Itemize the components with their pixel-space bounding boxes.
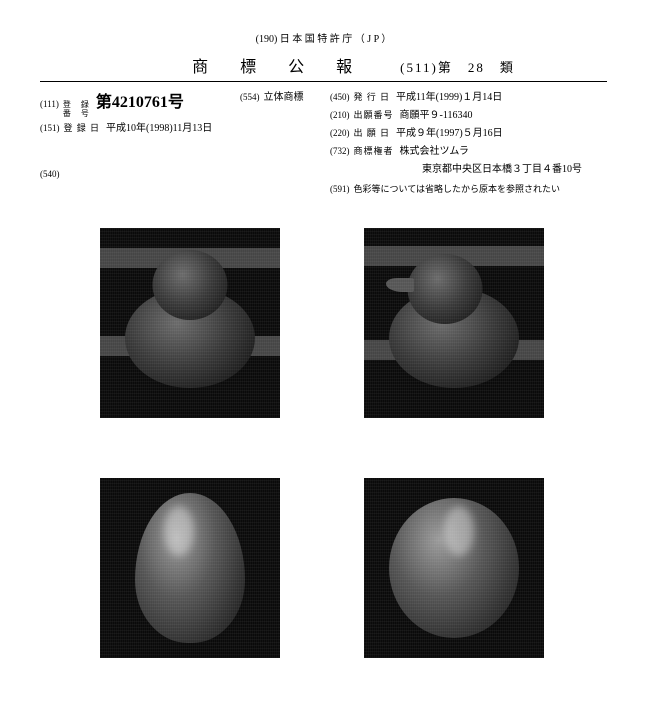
- regdate-label: 登 録 日: [64, 121, 101, 135]
- color-note-text: 色彩等については省略したから原本を参照されたい: [354, 182, 561, 196]
- appdate-label: 出 願 日: [354, 126, 391, 140]
- app-label: 出願番号: [354, 108, 394, 122]
- pub-code: (450): [330, 90, 350, 104]
- publication-date-row: (450) 発 行 日 平成11年(1999)１月14日: [330, 90, 607, 106]
- mark-view-egg-side: [364, 478, 544, 658]
- authority-name: 日 本 国 特 許 庁 （ J P ）: [280, 34, 392, 45]
- scan-noise: [364, 478, 544, 658]
- app-code: (210): [330, 108, 350, 122]
- classification: (511)第 28 類: [400, 57, 515, 76]
- mark-view-egg-front: [100, 478, 280, 658]
- owner-address-row: 東京都中央区日本橋３丁目４番10号: [330, 162, 607, 178]
- owner-label: 商標権者: [354, 144, 394, 158]
- color-note-row: (591) 色彩等については省略したから原本を参照されたい: [330, 182, 607, 196]
- scan-noise: [364, 228, 544, 418]
- authority-line: (190) 日 本 国 特 許 庁 （ J P ）: [40, 30, 607, 45]
- scan-noise: [100, 478, 280, 658]
- appdate-code: (220): [330, 126, 350, 140]
- mark-view-duck-front: [100, 228, 280, 418]
- pub-label: 発 行 日: [354, 90, 391, 104]
- owner-row: (732) 商標権者 株式会社ツムラ: [330, 144, 607, 160]
- class-code: (511): [400, 60, 438, 75]
- meta-middle-column: (554) 立体商標: [240, 90, 330, 198]
- application-number-row: (210) 出願番号 商願平９-116340: [330, 108, 607, 124]
- bulletin-header: 商 標 公 報 (511)第 28 類: [40, 53, 607, 77]
- metadata-section: (111) 登 録 番 号 第4210761号 (151) 登 録 日 平成10…: [40, 90, 607, 198]
- threed-code: (554): [240, 90, 260, 104]
- reg-label: 登 録 番 号: [63, 101, 90, 119]
- three-d-mark-row: (554) 立体商標: [240, 90, 330, 106]
- registration-date-row: (151) 登 録 日 平成10年(1998)11月13日: [40, 121, 240, 137]
- application-number: 商願平９-116340: [400, 108, 473, 124]
- registration-number: 第4210761号: [96, 90, 184, 116]
- application-date-row: (220) 出 願 日 平成９年(1997)５月16日: [330, 126, 607, 142]
- owner-name: 株式会社ツムラ: [400, 144, 469, 160]
- class-label: 第: [438, 60, 453, 75]
- scan-noise: [100, 228, 280, 418]
- color-code: (591): [330, 182, 350, 196]
- threed-label: 立体商標: [264, 90, 304, 106]
- mark-view-duck-side: [364, 228, 544, 418]
- meta-left-column: (111) 登 録 番 号 第4210761号 (151) 登 録 日 平成10…: [40, 90, 240, 198]
- owner-code: (732): [330, 144, 350, 158]
- application-date: 平成９年(1997)５月16日: [396, 126, 503, 142]
- meta-right-column: (450) 発 行 日 平成11年(1999)１月14日 (210) 出願番号 …: [330, 90, 607, 198]
- mark-code: (540): [40, 167, 240, 181]
- trademark-images-grid: [40, 198, 607, 678]
- owner-address: 東京都中央区日本橋３丁目４番10号: [422, 162, 582, 178]
- registration-date: 平成10年(1998)11月13日: [106, 121, 212, 137]
- regdate-code: (151): [40, 121, 60, 135]
- reg-code: (111): [40, 97, 59, 111]
- header-divider: [40, 81, 607, 82]
- class-suffix: 類: [500, 60, 515, 75]
- publication-date: 平成11年(1999)１月14日: [396, 90, 502, 106]
- bulletin-title: 商 標 公 報: [192, 53, 360, 77]
- class-number: 28: [468, 60, 485, 75]
- authority-code: (190): [256, 34, 278, 45]
- registration-number-row: (111) 登 録 番 号 第4210761号: [40, 90, 240, 119]
